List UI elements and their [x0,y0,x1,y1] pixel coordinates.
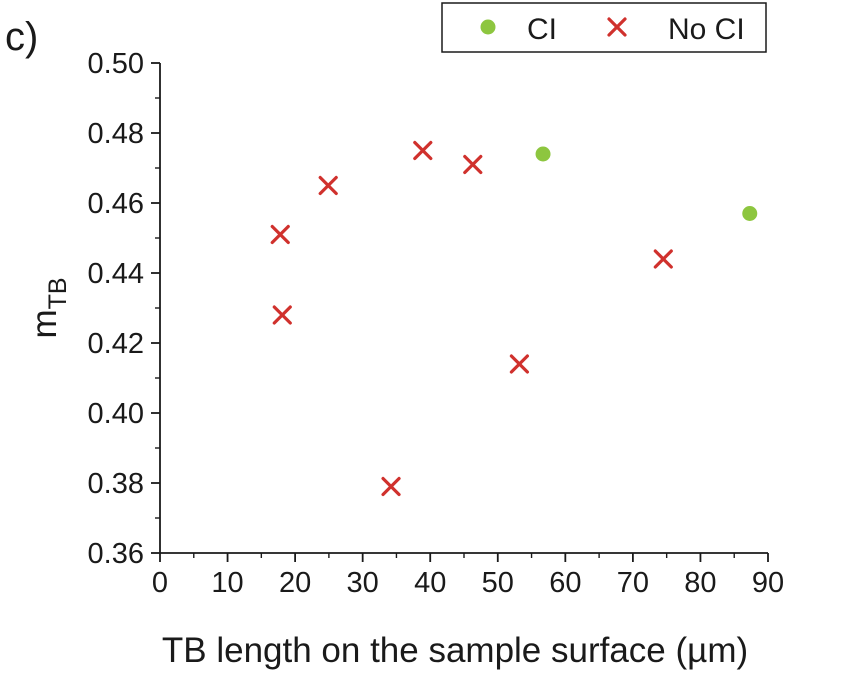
point-ci [742,206,758,221]
legend-label-ci: CI [527,13,557,46]
x-ticks: 0 10 20 30 40 50 60 70 80 90 [152,553,784,599]
legend: CI No CI [441,2,767,53]
y-tick-label: 0.42 [88,328,144,360]
point-no-ci [653,249,673,269]
x-tick-label: 70 [617,567,649,599]
y-ticks: 0.36 0.38 0.40 0.42 0.44 0.46 0.48 0.50 [88,48,160,570]
point-no-ci [272,305,292,325]
panel-label: c) [5,15,38,59]
data-points [270,140,758,497]
point-no-ci [463,154,483,175]
y-tick-label: 0.38 [88,468,144,500]
legend-marker-ci [480,19,496,35]
y-axis-title-subscript: TB [44,277,72,309]
legend-marker-no-ci [607,17,627,37]
x-tick-label: 0 [152,567,168,599]
axes [159,63,768,554]
legend-box [441,2,767,53]
x-tick-label: 60 [549,567,581,599]
y-tick-label: 0.48 [88,118,144,150]
x-axis-title: TB length on the sample surface (µm) [162,631,748,670]
y-tick-label: 0.44 [88,258,144,290]
point-no-ci [270,224,290,245]
point-no-ci [381,476,401,497]
x-tick-label: 30 [347,567,379,599]
x-tick-label: 80 [684,567,716,599]
y-tick-label: 0.40 [88,398,144,430]
x-tick-label: 90 [752,567,784,599]
point-no-ci [318,175,338,196]
x-tick-label: 40 [414,567,446,599]
y-axis-title-main: m [25,309,64,338]
x-tick-label: 50 [482,567,514,599]
y-axis-title: mTB [25,277,72,338]
x-tick-label: 10 [211,567,243,599]
point-no-ci [509,354,529,374]
y-tick-label: 0.36 [88,538,144,570]
x-tick-label: 20 [279,567,311,599]
legend-label-no-ci: No CI [668,13,745,46]
point-ci [535,146,551,162]
y-tick-label: 0.50 [88,48,144,80]
point-no-ci [413,140,433,161]
y-tick-label: 0.46 [88,188,144,220]
